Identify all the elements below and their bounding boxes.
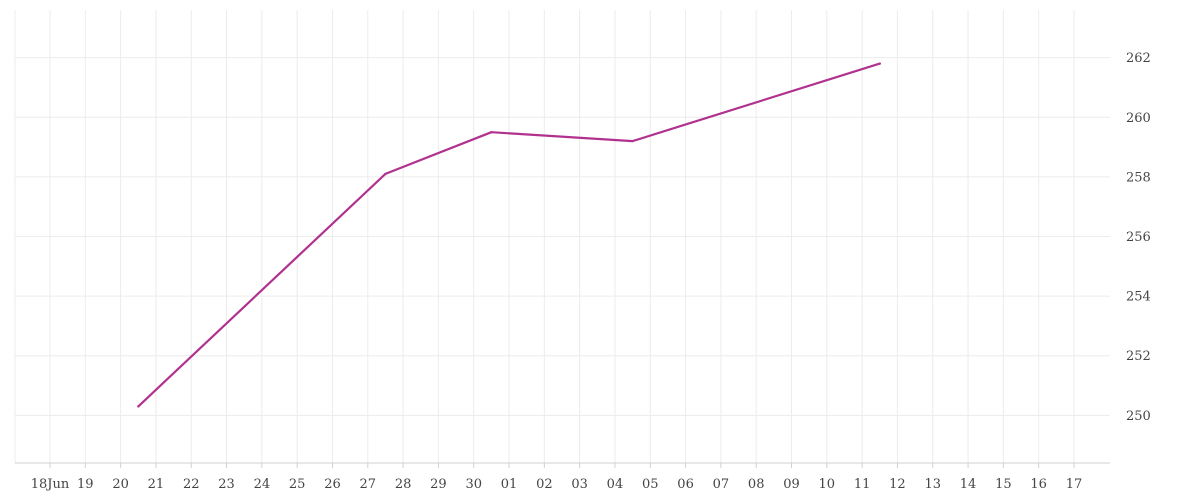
data-point (878, 62, 881, 65)
x-tick-label: 17 (1066, 477, 1083, 492)
x-tick-label: 01 (501, 477, 518, 492)
y-tick-label: 262 (1126, 51, 1151, 66)
y-tick-label: 252 (1126, 349, 1151, 364)
data-point (384, 172, 387, 175)
y-tick-label: 250 (1126, 409, 1151, 424)
y-tick-label: 260 (1126, 111, 1151, 126)
x-tick-label: 29 (430, 477, 447, 492)
x-tick-label: 05 (642, 477, 659, 492)
x-tick-label: 09 (783, 477, 800, 492)
x-tick-label: 02 (536, 477, 553, 492)
x-tick-label: 15 (995, 477, 1012, 492)
y-tick-label: 256 (1126, 230, 1151, 245)
x-tick-label: 12 (889, 477, 906, 492)
x-tick-label: 18Jun (31, 477, 70, 492)
x-tick-label: 16 (1030, 477, 1047, 492)
x-axis-ticks: 18Jun 19 20 21 22 23 24 25 26 27 28 29 30 01 02 03 04 05 0… (31, 463, 1083, 492)
y-axis-ticks: 250 252 254 256 258 260 262 (1126, 51, 1151, 424)
y-tick-label: 258 (1126, 170, 1151, 185)
x-tick-label: 30 (465, 477, 482, 492)
x-tick-label: 21 (148, 477, 165, 492)
x-tick-label: 24 (254, 477, 271, 492)
x-tick-label: 03 (571, 477, 588, 492)
x-tick-label: 08 (748, 477, 765, 492)
x-tick-label: 22 (183, 477, 200, 492)
x-tick-label: 06 (677, 477, 694, 492)
y-grid (15, 57, 1110, 416)
x-tick-label: 07 (713, 477, 730, 492)
x-tick-label: 25 (289, 477, 306, 492)
data-point (631, 140, 634, 143)
x-tick-label: 28 (395, 477, 412, 492)
data-point (490, 131, 493, 134)
x-tick-label: 13 (924, 477, 941, 492)
x-tick-label: 10 (819, 477, 836, 492)
x-tick-label: 20 (112, 477, 129, 492)
x-tick-label: 19 (77, 477, 94, 492)
x-tick-label: 27 (360, 477, 377, 492)
series-layer (137, 62, 881, 408)
x-tick-label: 26 (324, 477, 341, 492)
x-tick-label: 14 (960, 477, 977, 492)
y-tick-label: 254 (1126, 290, 1151, 305)
x-tick-label: 04 (607, 477, 624, 492)
x-tick-label: 23 (218, 477, 235, 492)
data-point (137, 405, 140, 408)
x-tick-label: 11 (854, 477, 871, 492)
